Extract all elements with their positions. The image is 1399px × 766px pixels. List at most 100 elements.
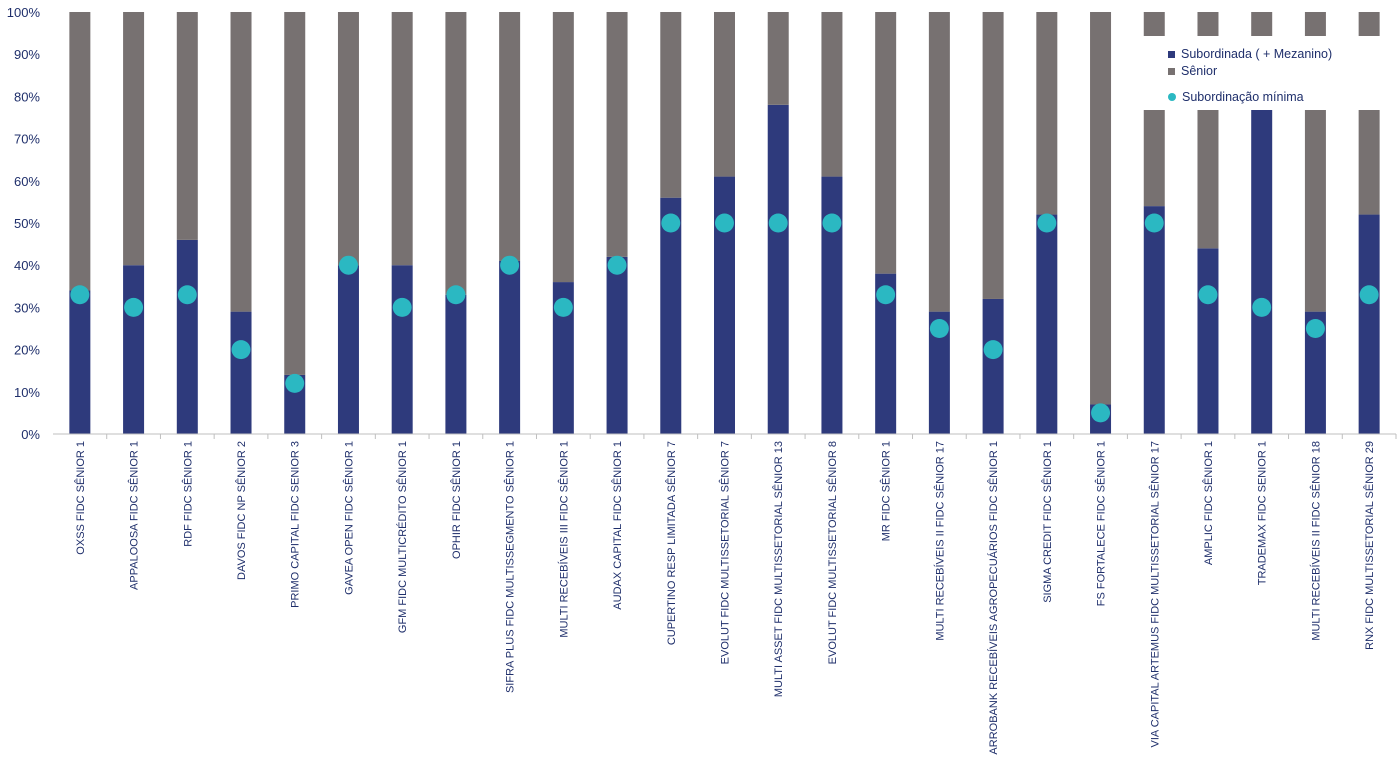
- x-tick-label: MULTI RECEBÍVEIS II FIDC SÊNIOR 18: [1309, 441, 1322, 641]
- x-tick-label: APPALOOSA FIDC SÊNIOR 1: [128, 441, 141, 590]
- x-tick-label: GFM FIDC MULTICRÉDITO SÊNIOR 1: [396, 441, 409, 633]
- bar-subordinada: [767, 104, 789, 434]
- x-tick-label: AUDAX CAPITAL FIDC SÊNIOR 1: [611, 441, 624, 610]
- legend-label-senior: Sênior: [1181, 64, 1218, 78]
- min-subordination-dot: [338, 255, 358, 275]
- y-tick-label: 0%: [21, 427, 40, 442]
- x-tick-label: RNX FIDC MULTISSETORIAL SÊNIOR 29: [1363, 441, 1376, 650]
- legend-dot-subordinacao-minima: [1168, 93, 1176, 101]
- y-tick-label: 40%: [14, 258, 40, 273]
- x-tick-label: MULTI RECEBÍVEIS II FIDC SÊNIOR 17: [933, 441, 946, 641]
- bar-subordinada: [1143, 206, 1165, 434]
- y-tick-label: 30%: [14, 300, 40, 315]
- legend-item-senior: Sênior: [1168, 62, 1217, 80]
- min-subordination-dot: [983, 340, 1003, 360]
- legend-item-subordinacao-minima: Subordinação mínima: [1168, 88, 1304, 106]
- y-tick-label: 10%: [14, 385, 40, 400]
- legend-label-subordinada: Subordinada ( + Mezanino): [1181, 47, 1333, 61]
- bar-senior: [928, 12, 950, 312]
- bar-subordinada: [875, 273, 897, 434]
- bar-senior: [767, 12, 789, 105]
- x-tick-label: EVOLUT FIDC MULTISSETORIAL SÊNIOR 8: [826, 441, 839, 664]
- y-tick-label: 80%: [14, 89, 40, 104]
- y-tick-label: 100%: [7, 5, 41, 20]
- x-tick-label: OXSS FIDC SÊNIOR 1: [74, 441, 87, 555]
- bar-subordinada: [230, 311, 252, 434]
- bar-senior: [499, 12, 521, 261]
- y-tick-label: 20%: [14, 343, 40, 358]
- bar-senior: [875, 12, 897, 274]
- min-subordination-dot: [446, 285, 466, 305]
- y-tick-label: 90%: [14, 47, 40, 62]
- legend-swatch-subordinada: [1168, 50, 1175, 58]
- min-subordination-dot: [1091, 403, 1111, 423]
- bar-senior: [821, 12, 843, 177]
- min-subordination-dot: [1198, 285, 1218, 305]
- y-tick-label: 50%: [14, 216, 40, 231]
- x-tick-label: MR FIDC SÊNIOR 1: [880, 441, 893, 541]
- bar-senior: [230, 12, 252, 312]
- bar-subordinada: [499, 260, 521, 434]
- bar-senior: [552, 12, 574, 283]
- min-subordination-dot: [1144, 213, 1164, 233]
- x-tick-label: ARROBANK RECEBÍVEIS AGROPECUÁRIOS FIDC S…: [987, 441, 1000, 755]
- bar-senior: [606, 12, 628, 257]
- y-tick-label: 70%: [14, 132, 40, 147]
- min-subordination-dot: [124, 297, 144, 317]
- x-tick-label: CUPERTINO RESP LIMITADA SÊNIOR 7: [665, 441, 678, 645]
- bar-subordinada: [714, 176, 735, 434]
- min-subordination-dot: [929, 319, 949, 338]
- min-subordination-dot: [500, 255, 520, 275]
- min-subordination-dot: [392, 297, 412, 317]
- x-tick-label: GAVEA OPEN FIDC SÊNIOR 1: [342, 441, 355, 595]
- bar-senior: [1090, 12, 1112, 405]
- x-tick-label: MULTI RECEBÍVEIS III FIDC SÊNIOR 1: [557, 441, 570, 638]
- bar-senior: [445, 12, 467, 295]
- bar-subordinada: [928, 311, 950, 434]
- bar-subordinada: [1304, 311, 1326, 434]
- legend: Subordinada ( + Mezanino) Sênior Subordi…: [1116, 36, 1380, 110]
- min-subordination-dot: [607, 255, 627, 275]
- bar-subordinada: [1036, 214, 1058, 434]
- min-subordination-dot: [715, 213, 734, 233]
- min-subordination-dot: [553, 297, 573, 317]
- bar-subordinada: [821, 176, 843, 434]
- bar-senior: [391, 12, 413, 266]
- bar-senior: [1036, 12, 1058, 215]
- min-subordination-dot: [1305, 319, 1325, 338]
- bar-subordinada: [69, 290, 91, 434]
- x-tick-label: MULTI ASSET FIDC MULTISSETORIAL SÊNIOR 1…: [772, 441, 785, 697]
- bar-senior: [982, 12, 1004, 299]
- bar-subordinada: [982, 298, 1004, 434]
- min-subordination-dot: [1359, 285, 1379, 305]
- bar-subordinada: [1251, 62, 1273, 434]
- bar-subordinada: [552, 282, 574, 434]
- x-tick-label: DAVOS FIDC NP SÊNIOR 2: [235, 441, 248, 580]
- bar-subordinada: [606, 256, 628, 434]
- bar-subordinada: [1197, 248, 1219, 434]
- bar-senior: [69, 12, 91, 291]
- x-tick-label: VIA CAPITAL ARTEMUS FIDC MULTISSETORIAL …: [1148, 441, 1161, 747]
- bar-senior: [284, 12, 306, 375]
- bar-senior: [714, 12, 735, 177]
- min-subordination-dot: [876, 285, 896, 305]
- y-tick-label: 60%: [14, 174, 40, 189]
- bar-subordinada: [445, 294, 467, 434]
- bar-senior: [176, 12, 198, 240]
- min-subordination-dot: [1252, 297, 1272, 317]
- x-tick-label: SIGMA CREDIT FIDC SÊNIOR 1: [1041, 441, 1054, 603]
- x-tick-label: FS FORTALECE FIDC SÊNIOR 1: [1095, 441, 1108, 606]
- x-tick-label: TRADEMAX FIDC SENIOR 1: [1257, 441, 1269, 585]
- min-subordination-dot: [177, 285, 197, 305]
- bar-subordinada: [337, 265, 359, 434]
- min-subordination-dot: [1037, 213, 1057, 233]
- x-tick-label: PRIMO CAPITAL FIDC SENIOR 3: [290, 441, 302, 608]
- bar-subordinada: [1358, 214, 1380, 434]
- min-subordination-dot: [822, 213, 842, 233]
- x-tick-label: EVOLUT FIDC MULTISSETORIAL SÊNIOR 7: [719, 441, 732, 664]
- bar-subordinada: [391, 265, 413, 434]
- bar-subordinada: [176, 239, 198, 434]
- min-subordination-dot: [768, 213, 788, 233]
- legend-label-subordinacao-minima: Subordinação mínima: [1182, 90, 1304, 104]
